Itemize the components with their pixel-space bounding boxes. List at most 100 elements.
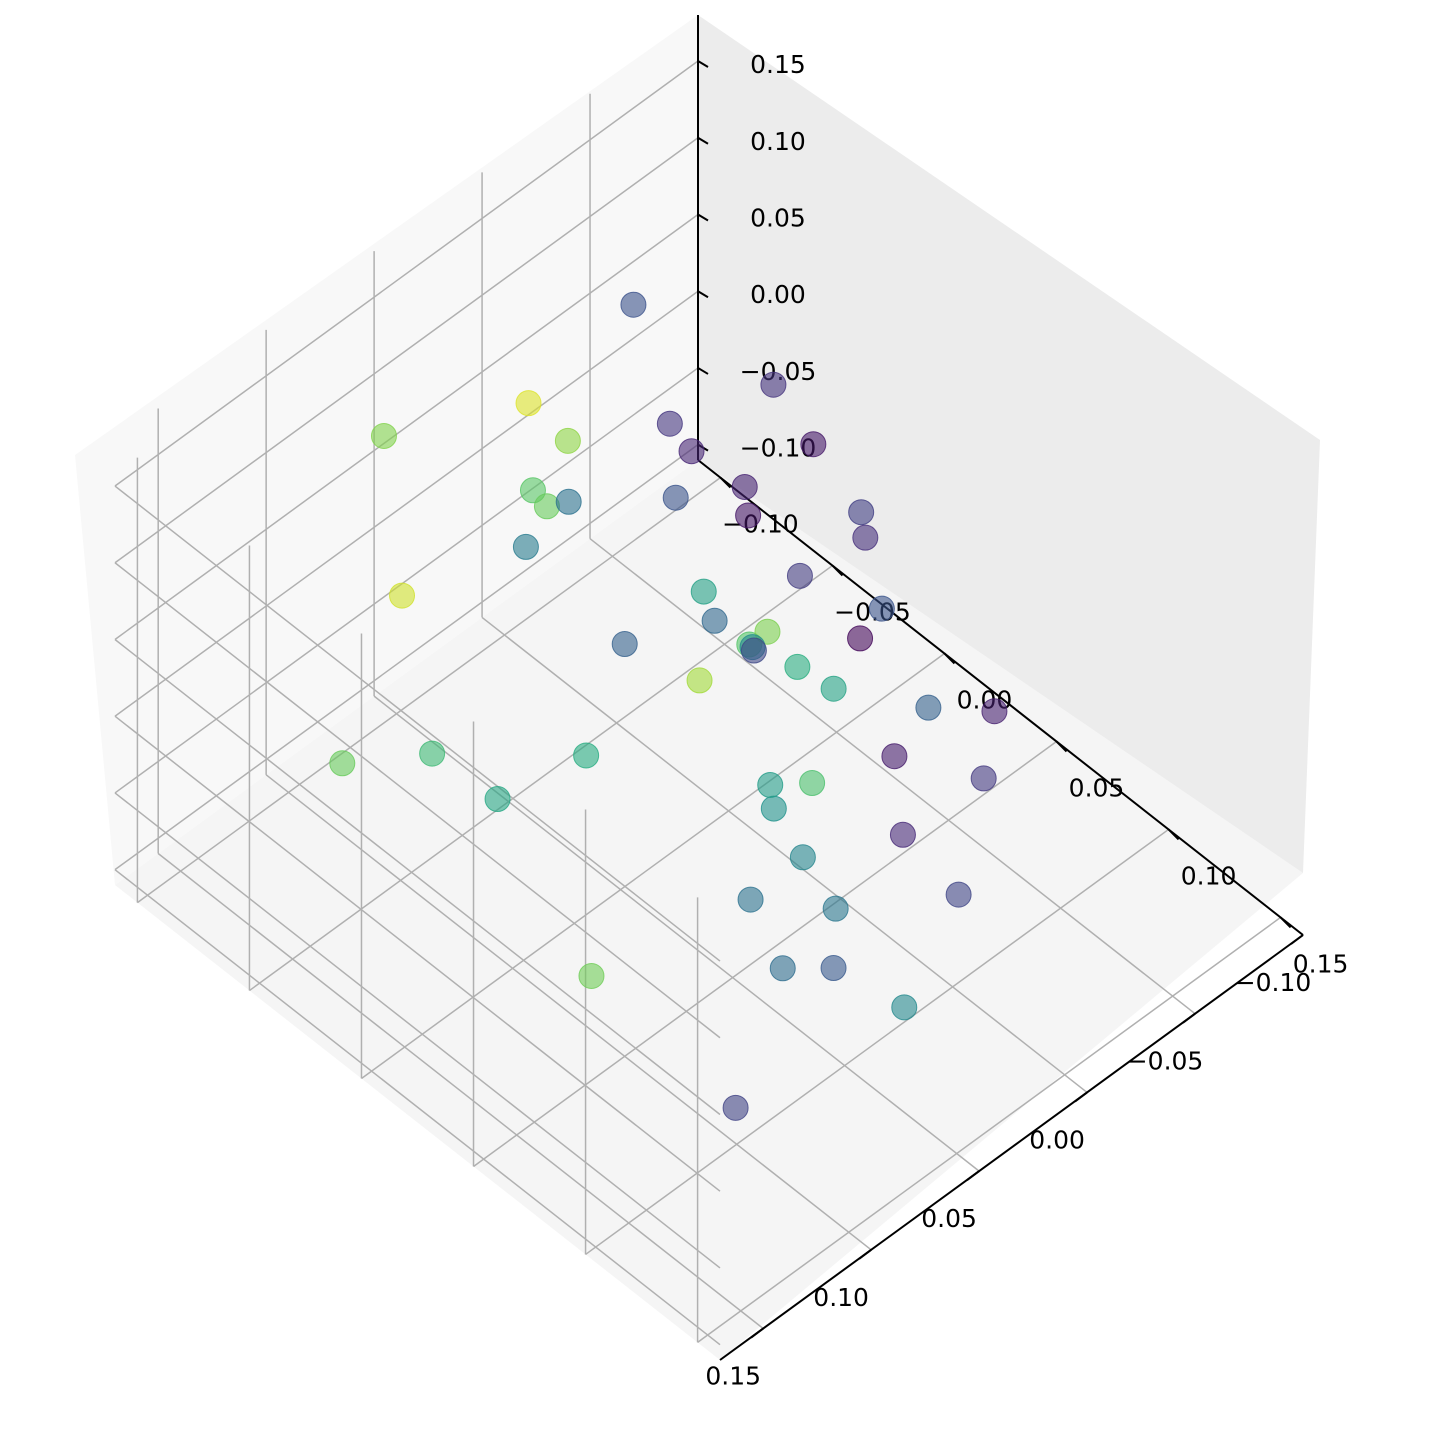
scatter-point — [760, 795, 787, 822]
scatter-point — [981, 698, 1008, 725]
grid-line-z — [114, 792, 721, 1269]
scatter-point — [970, 765, 997, 792]
grid-line-y — [136, 476, 721, 904]
scatter-point — [847, 625, 874, 652]
z-tick-mark — [697, 213, 709, 222]
pane-floor — [115, 460, 1303, 1360]
grid-line-x — [373, 695, 980, 1172]
x-tick-label: −0.05 — [1127, 1047, 1204, 1076]
y-tick-mark — [1167, 828, 1180, 841]
scatter-point — [820, 675, 847, 702]
scatter-point — [820, 955, 847, 982]
grid-line-x — [589, 538, 1196, 1015]
grid-line-z — [114, 869, 721, 1346]
scatter-point — [735, 502, 762, 529]
pane-right-wall — [698, 15, 1320, 873]
grid-line-z — [114, 444, 699, 871]
scatter-point — [690, 578, 717, 605]
scatter-point — [881, 743, 908, 770]
scatter-point — [784, 653, 811, 680]
scatter-point — [731, 473, 758, 500]
scatter-point — [686, 667, 713, 694]
scatter-point — [484, 786, 511, 813]
grid-line-x — [157, 852, 764, 1330]
y-tick-mark — [831, 564, 844, 577]
x-tick-mark — [750, 1327, 764, 1339]
grid-line-x — [481, 616, 1088, 1093]
x-tick-mark — [1074, 1091, 1088, 1103]
y-tick-label: 0.05 — [1069, 773, 1125, 802]
scatter-point — [533, 493, 560, 520]
scatter-point — [889, 821, 916, 848]
grid-line-z — [114, 213, 699, 641]
y-axis-line — [697, 459, 1304, 936]
grid-line-y — [249, 564, 833, 992]
z-tick-mark — [697, 290, 709, 299]
grid-line-y — [585, 828, 1169, 1256]
z-tick-label: 0.00 — [750, 280, 806, 309]
x-tick-label: 0.15 — [705, 1362, 761, 1391]
y-tick-label: 0.15 — [1293, 949, 1349, 978]
x-tick-mark — [1182, 1012, 1196, 1024]
grid-line-z — [114, 60, 699, 487]
x-tick-label: 0.05 — [921, 1204, 977, 1233]
scatter-point — [555, 488, 582, 515]
scatter-point — [868, 595, 895, 622]
y-tick-mark — [1279, 916, 1292, 929]
grid-line-y — [473, 740, 1057, 1168]
z-tick-label: 0.10 — [750, 127, 806, 156]
grid-line-x — [265, 774, 872, 1251]
z-tick-label: 0.15 — [750, 50, 806, 79]
scatter-point — [799, 769, 826, 796]
x-tick-mark — [966, 1170, 980, 1181]
scatter-point — [370, 422, 397, 449]
scatter-point — [722, 1094, 749, 1121]
z-tick-label: 0.05 — [750, 203, 806, 232]
x-tick-mark — [1290, 934, 1304, 945]
scatter-point — [769, 955, 796, 982]
scatter-point — [891, 994, 918, 1021]
x-tick-mark — [858, 1249, 872, 1260]
scatter-point — [740, 637, 767, 664]
scatter-point — [786, 562, 813, 589]
data-points — [329, 291, 1008, 1121]
x-axis-line — [719, 934, 1304, 1361]
scatter-point — [578, 962, 605, 989]
scatter-point — [573, 742, 600, 769]
scatter-point — [822, 895, 849, 922]
scatter-point — [852, 524, 879, 551]
scatter-point — [512, 533, 539, 560]
scatter-point — [737, 886, 764, 913]
grid-line-z — [114, 290, 699, 717]
z-tick-mark — [697, 60, 709, 68]
scatter-point — [800, 431, 827, 458]
x-tick-label: 0.00 — [1029, 1125, 1085, 1154]
scatter-point — [611, 630, 638, 657]
x-tick-label: −0.10 — [1235, 968, 1312, 997]
scatter-point — [554, 427, 581, 454]
y-tick-mark — [719, 476, 732, 489]
scatter-point — [678, 438, 705, 465]
scatter-point — [701, 607, 728, 634]
grid-line-z — [114, 367, 699, 794]
scatter-point — [656, 410, 683, 437]
scatter-point — [419, 740, 446, 767]
z-tick-mark — [697, 367, 709, 375]
scatter-point — [789, 844, 816, 871]
scatter-point — [515, 390, 542, 417]
scatter-point — [620, 291, 647, 318]
y-tick-label: 0.10 — [1181, 861, 1237, 890]
grid-line-z — [114, 137, 699, 564]
scatter-point — [760, 371, 787, 398]
grid-line-y — [697, 916, 1282, 1344]
y-tick-mark — [1055, 740, 1068, 753]
scatter-point — [848, 499, 875, 526]
scatter-point — [945, 881, 972, 908]
x-tick-label: 0.10 — [813, 1283, 869, 1312]
y-tick-mark — [943, 652, 956, 665]
scatter-point — [915, 694, 942, 721]
grid-line-y — [361, 652, 945, 1080]
scatter-point — [757, 771, 784, 798]
